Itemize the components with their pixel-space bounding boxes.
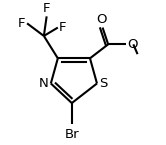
Text: O: O xyxy=(128,38,138,51)
Text: F: F xyxy=(43,2,50,15)
Text: F: F xyxy=(59,21,67,34)
Text: N: N xyxy=(39,77,48,90)
Text: O: O xyxy=(96,13,106,26)
Text: F: F xyxy=(18,17,26,30)
Text: S: S xyxy=(99,77,107,90)
Text: Br: Br xyxy=(65,128,79,141)
